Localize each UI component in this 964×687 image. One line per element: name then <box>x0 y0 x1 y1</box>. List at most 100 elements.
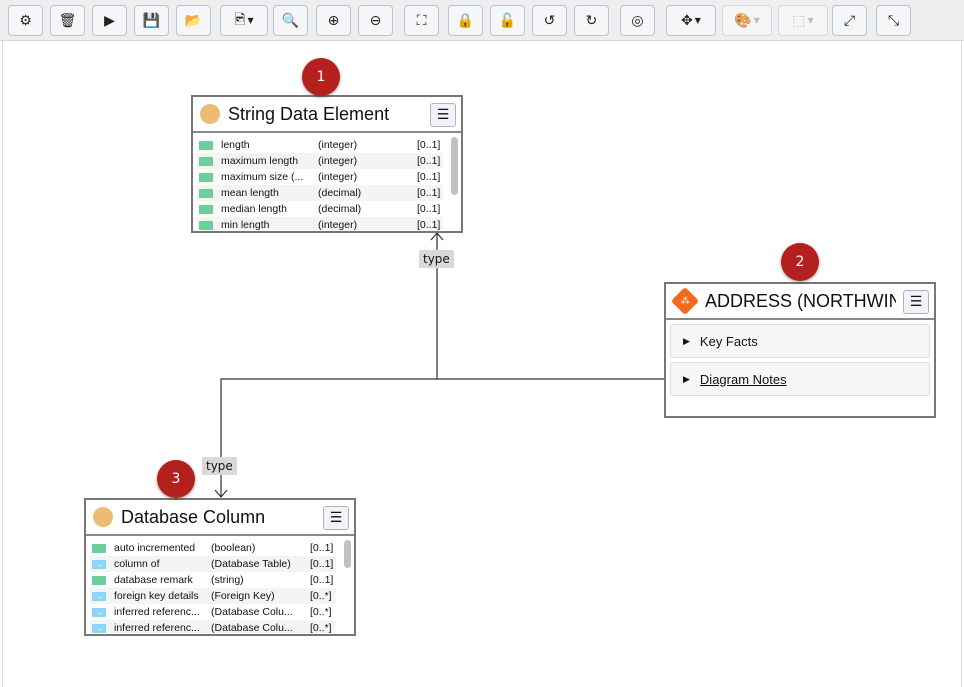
section-diagram-notes[interactable]: ▶ Diagram Notes <box>670 362 930 396</box>
attribute-card: [0..1] <box>417 219 441 230</box>
fit-screen-icon: ⛶ <box>416 12 427 29</box>
edge-label-type: type <box>202 457 237 475</box>
palette-icon: 🎨 <box>734 12 752 29</box>
badge-1: 1 <box>302 58 340 96</box>
caret-down-icon: ▼ <box>247 16 254 25</box>
section-label[interactable]: Diagram Notes <box>699 371 787 387</box>
save-icon: 💾 <box>142 12 161 29</box>
hide-button[interactable]: ◎ <box>620 5 655 36</box>
arrowhead-down <box>214 489 228 498</box>
edge-address-to-string <box>436 233 665 380</box>
attribute-card: [0..1] <box>417 203 441 215</box>
attribute-row[interactable]: median length (decimal) [0..1] <box>197 201 443 217</box>
settings-button[interactable]: ⚙ <box>8 5 43 36</box>
attribute-row[interactable]: → foreign key details (Foreign Key) [0..*] <box>90 588 336 604</box>
attribute-type: (Database Colu... <box>211 606 293 618</box>
attribute-row[interactable]: maximum size (... (integer) [0..1] <box>197 169 443 185</box>
attribute-row[interactable]: → inferred referenc... (Database Colu... [0… <box>90 604 336 620</box>
node-string-data-element[interactable]: String Data Element ☰ length (integer) [0..… <box>191 95 463 233</box>
caret-right-icon: ▶ <box>683 335 690 346</box>
attribute-type: (Database Table) <box>211 558 291 570</box>
export-image-button[interactable]: 🖻 ▼ <box>220 5 268 36</box>
attribute-type: (boolean) <box>211 542 256 554</box>
attribute-name: length <box>221 139 250 151</box>
attribute-name: column of <box>114 558 160 570</box>
attribute-row[interactable]: maximum length (integer) [0..1] <box>197 153 443 169</box>
node-menu-button[interactable]: ☰ <box>323 506 349 530</box>
attribute-card: [0..1] <box>310 574 334 586</box>
section-label: Key Facts <box>699 333 758 349</box>
attribute-name: foreign key details <box>114 590 199 602</box>
section-key-facts[interactable]: ▶ Key Facts <box>670 324 930 358</box>
attribute-name: database remark <box>114 574 193 586</box>
expand-button[interactable]: ⤢ <box>832 5 867 36</box>
toolbar: ⚙ 🗑 ▶ 💾 📂 🖻 ▼ 🔍 ⊕ ⊖ ⛶ 🔒 🔓 ↺ ↻ ◎ ✥ ▼ 🎨 ▼ ⬚ ▼ ⤢ ⤡ <box>0 0 964 41</box>
attribute-row[interactable]: length (integer) [0..1] <box>197 137 443 153</box>
attribute-row[interactable]: database remark (string) [0..1] <box>90 572 336 588</box>
attribute-type: (decimal) <box>318 187 362 199</box>
search-icon: 🔍 <box>281 12 300 29</box>
attribute-type: (decimal) <box>318 203 362 215</box>
layout-button[interactable]: ✥ ▼ <box>666 5 716 36</box>
run-button[interactable]: ▶ <box>92 5 127 36</box>
arrowhead-up <box>430 232 444 241</box>
node-title: ADDRESS (NORTHWIN... <box>705 290 896 311</box>
attribute-list: length (integer) [0..1] maximum length (inte… <box>193 133 461 230</box>
class-icon <box>200 104 220 124</box>
attribute-card: [0..*] <box>310 590 332 602</box>
attribute-row[interactable]: → column of (Database Table) [0..1] <box>90 556 336 572</box>
search-button[interactable]: 🔍 <box>273 5 308 36</box>
attribute-type: (Foreign Key) <box>211 590 275 602</box>
reference-icon: → <box>92 607 106 617</box>
redo-button[interactable]: ↻ <box>574 5 609 36</box>
delete-button[interactable]: 🗑 <box>50 5 85 36</box>
attribute-name: median length <box>221 203 287 215</box>
compress-icon: ⤡ <box>887 12 900 29</box>
open-button[interactable]: 📂 <box>176 5 211 36</box>
attribute-card: [0..1] <box>417 139 441 151</box>
attribute-icon <box>199 172 213 182</box>
node-database-column[interactable]: Database Column ☰ auto incremented (boolea… <box>84 498 356 636</box>
badge-3: 3 <box>157 460 195 498</box>
node-title: String Data Element <box>228 103 390 124</box>
attribute-icon <box>199 220 213 230</box>
attribute-icon <box>199 156 213 166</box>
diagram-canvas[interactable]: type type <box>2 41 962 687</box>
scrollbar[interactable] <box>344 540 351 568</box>
zoom-out-icon: ⊖ <box>369 12 382 29</box>
zoom-in-button[interactable]: ⊕ <box>316 5 351 36</box>
attribute-row[interactable]: min length (integer) [0..1] <box>197 217 443 230</box>
expand-icon: ⤢ <box>843 12 856 29</box>
node-menu-button[interactable]: ☰ <box>430 103 456 127</box>
reference-icon: → <box>92 559 106 569</box>
border-style-icon: ⬚ <box>792 12 806 29</box>
zoom-out-button[interactable]: ⊖ <box>358 5 393 36</box>
attribute-type: (integer) <box>318 139 358 151</box>
edge-to-database-column <box>220 378 437 497</box>
caret-right-icon: ▶ <box>683 373 690 384</box>
collapse-button[interactable]: ⤡ <box>876 5 911 36</box>
undo-button[interactable]: ↺ <box>532 5 567 36</box>
node-menu-button[interactable]: ☰ <box>903 290 929 314</box>
attribute-row[interactable]: auto incremented (boolean) [0..1] <box>90 540 336 556</box>
caret-down-icon: ▼ <box>694 16 701 25</box>
unlock-button[interactable]: 🔓 <box>490 5 525 36</box>
border-button[interactable]: ⬚ ▼ <box>778 5 828 36</box>
save-button[interactable]: 💾 <box>134 5 169 36</box>
lock-button[interactable]: 🔒 <box>448 5 483 36</box>
node-address[interactable]: ⁂ ADDRESS (NORTHWIN... ☰ ▶ Key Facts ▶ Diagr… <box>664 282 936 418</box>
attribute-card: [0..*] <box>310 622 332 633</box>
attribute-type: (integer) <box>318 155 358 167</box>
fit-button[interactable]: ⛶ <box>404 5 439 36</box>
caret-down-icon: ▼ <box>753 16 760 25</box>
attribute-type: (integer) <box>318 171 358 183</box>
scrollbar[interactable] <box>451 137 458 195</box>
attribute-icon <box>199 188 213 198</box>
attribute-type: (string) <box>211 574 244 586</box>
attribute-name: auto incremented <box>114 542 196 554</box>
attribute-row[interactable]: mean length (decimal) [0..1] <box>197 185 443 201</box>
attribute-row[interactable]: → inferred referenc... (Database Colu... [0… <box>90 620 336 633</box>
attribute-card: [0..1] <box>310 542 334 554</box>
attribute-card: [0..1] <box>310 558 334 570</box>
color-button[interactable]: 🎨 ▼ <box>722 5 772 36</box>
